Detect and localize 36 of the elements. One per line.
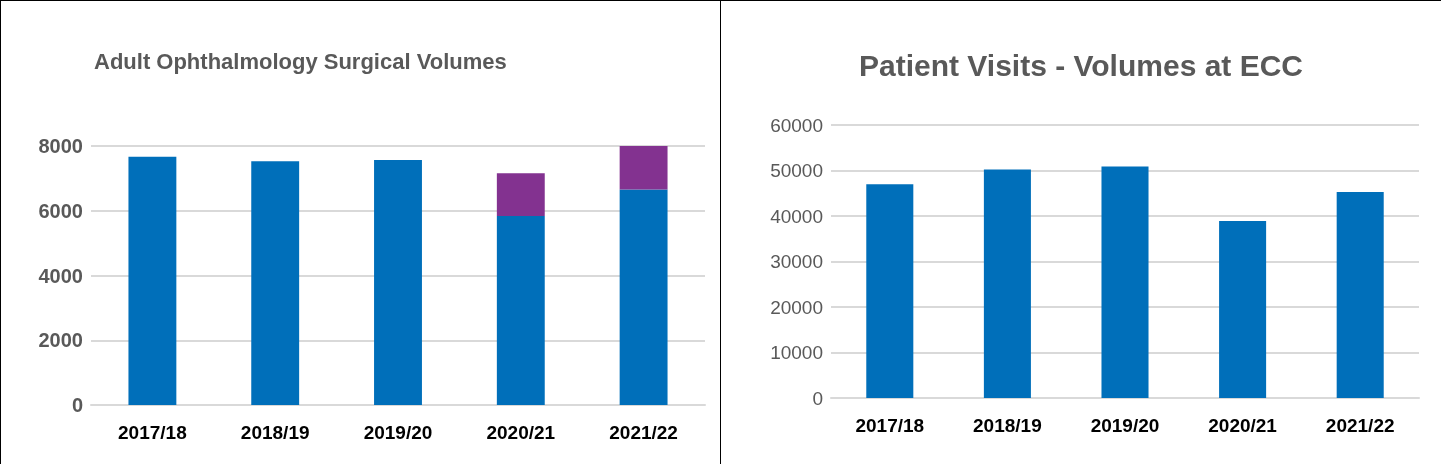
bar (983, 169, 1031, 398)
x-tick-label: 2017/18 (118, 422, 187, 443)
bar (619, 146, 668, 190)
y-tick-label: 4000 (38, 264, 83, 287)
chart-title: Patient Visits - Volumes at ECC (858, 48, 1304, 82)
y-tick-label: 6000 (38, 199, 83, 222)
bar (866, 184, 914, 398)
x-tick-label: 2020/21 (1208, 415, 1278, 436)
bar (128, 156, 177, 405)
x-tick-label: 2021/22 (609, 422, 678, 443)
bar (374, 159, 422, 405)
y-tick-label: 8000 (38, 135, 83, 157)
x-tick-label: 2018/19 (240, 422, 310, 443)
x-tick-label: 2017/18 (855, 415, 925, 436)
y-tick-label: 60000 (770, 114, 823, 136)
bar (496, 215, 545, 405)
y-tick-label: 40000 (770, 205, 823, 227)
bar (619, 189, 668, 405)
x-tick-label: 2019/20 (1090, 415, 1160, 436)
bar (1219, 221, 1267, 398)
x-tick-label: 2020/21 (486, 422, 556, 443)
y-tick-label: 10000 (770, 342, 823, 363)
bar (1336, 191, 1384, 398)
chart-title: Adult Ophthalmology Surgical Volumes (94, 48, 507, 74)
y-tick-label: 2000 (38, 329, 83, 352)
y-tick-label: 20000 (770, 296, 823, 318)
y-tick-label: 0 (812, 387, 823, 409)
bar (1101, 166, 1149, 398)
x-tick-label: 2019/20 (363, 422, 433, 443)
x-tick-label: 2021/22 (1325, 415, 1395, 436)
bar (496, 173, 545, 216)
y-tick-label: 0 (71, 394, 83, 416)
bar (251, 161, 300, 405)
y-tick-label: 30000 (770, 251, 823, 272)
x-tick-label: 2018/19 (973, 415, 1042, 436)
y-tick-label: 50000 (770, 160, 823, 181)
